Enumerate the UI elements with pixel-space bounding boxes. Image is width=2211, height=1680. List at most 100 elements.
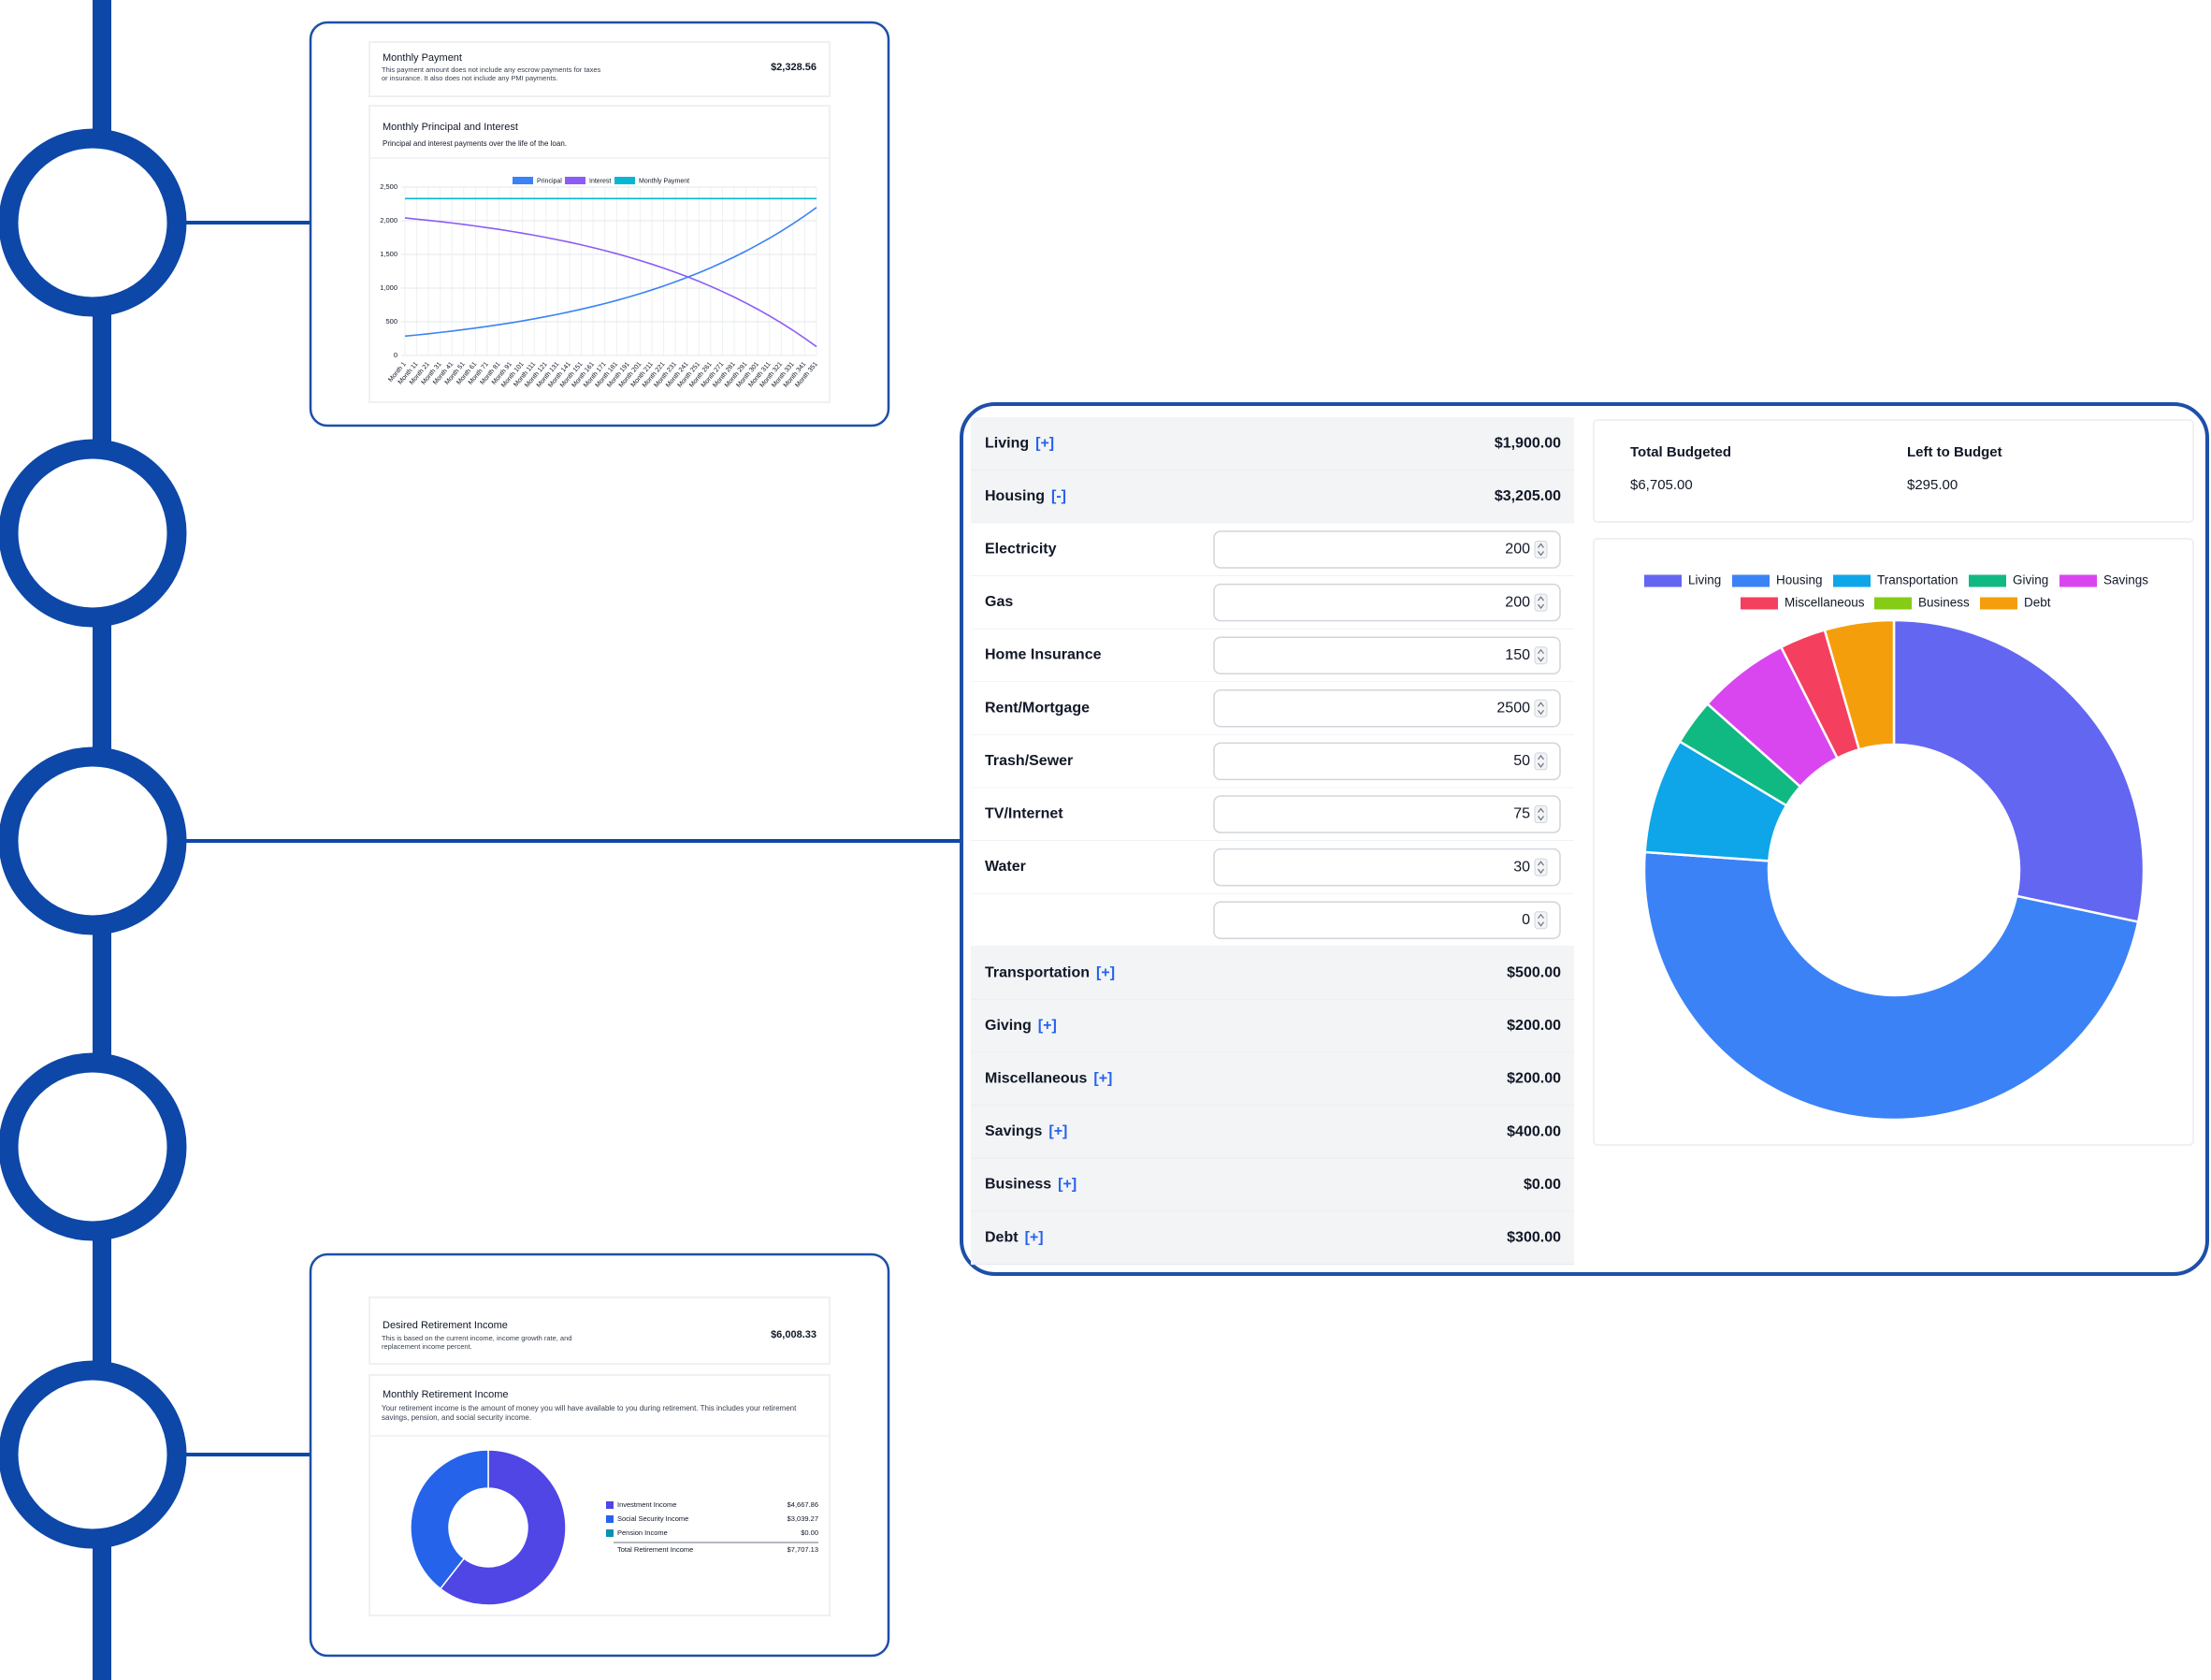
row-name: Debt <box>985 1230 1019 1246</box>
row-name: Giving <box>985 1018 1032 1034</box>
row-name: Water <box>985 859 1026 875</box>
legend-label: Monthly Payment <box>639 178 689 184</box>
row-toggle[interactable]: [+] <box>1093 1071 1112 1087</box>
spinner-arrows <box>1538 702 1544 716</box>
row-name: Housing <box>985 488 1045 504</box>
row-toggle[interactable]: [+] <box>1048 1123 1067 1139</box>
chart-subtitle-box: Your retirement income is the amount of … <box>382 1404 796 1422</box>
chart-subtitle: Principal and interest payments over the… <box>383 139 567 148</box>
legend-label: Pension Income <box>617 1528 668 1537</box>
legend-label: Transportation <box>1877 573 1958 587</box>
row-amount: $400.00 <box>1507 1123 1561 1139</box>
spinner <box>1534 699 1548 717</box>
row-label: Gas <box>985 594 1013 610</box>
row-name: Miscellaneous <box>985 1071 1087 1087</box>
row-name: Rent/Mortgage <box>985 701 1090 717</box>
input-value: 200 <box>1505 542 1530 558</box>
row-label: Giving [+] <box>985 1018 1057 1034</box>
legend-value: $3,039.27 <box>788 1514 818 1523</box>
number-input[interactable] <box>1213 689 1561 728</box>
row-label: Living [+] <box>985 436 1054 452</box>
legend-label: Miscellaneous <box>1785 596 1865 610</box>
total-label: Total Budgeted <box>1630 444 1731 460</box>
legend-label: Savings <box>2103 573 2148 587</box>
legend-swatch <box>1969 574 2006 587</box>
row-toggle[interactable]: [+] <box>1025 1230 1044 1246</box>
timeline-node <box>0 128 187 317</box>
legend-swatch <box>2059 574 2097 587</box>
spinner-arrows <box>1538 648 1544 662</box>
legend-swatch <box>606 1529 614 1537</box>
row-label: Housing [-] <box>985 488 1066 504</box>
row-amount: $200.00 <box>1507 1071 1561 1087</box>
legend-swatch <box>513 177 533 184</box>
input-value: 150 <box>1505 647 1530 663</box>
category-row <box>971 1105 1574 1159</box>
spinner-arrows <box>1538 913 1544 927</box>
input-value: 0 <box>1522 912 1530 928</box>
row-label: TV/Internet <box>985 806 1063 822</box>
y-tick-label: 1,500 <box>380 250 397 258</box>
number-input[interactable] <box>1213 636 1561 674</box>
spinner <box>1534 858 1548 876</box>
spinner <box>1534 752 1548 771</box>
number-input[interactable] <box>1213 742 1561 781</box>
category-row <box>971 470 1574 524</box>
category-row <box>971 417 1574 471</box>
row-toggle[interactable]: [+] <box>1096 965 1115 981</box>
row-amount: $500.00 <box>1507 965 1561 981</box>
row-label: Transportation [+] <box>985 965 1115 981</box>
total-value: $7,707.13 <box>788 1545 818 1554</box>
row-toggle[interactable]: [+] <box>1058 1177 1077 1193</box>
total-value: $6,705.00 <box>1630 477 1693 493</box>
donut-slice <box>410 1449 489 1590</box>
legend-label: Principal <box>537 178 562 184</box>
spinner-arrows <box>1538 754 1544 768</box>
card-description: This is based on the current income, inc… <box>382 1334 572 1352</box>
line-series <box>404 217 817 348</box>
number-input[interactable] <box>1213 530 1561 569</box>
row-label: Savings [+] <box>985 1123 1067 1139</box>
desired-card <box>368 1296 831 1365</box>
number-input[interactable] <box>1213 847 1561 887</box>
row-amount: $200.00 <box>1507 1018 1561 1034</box>
spinner <box>1534 911 1548 930</box>
timeline-node <box>0 1360 187 1549</box>
row-name: Electricity <box>985 542 1057 558</box>
row-name: Home Insurance <box>985 647 1102 663</box>
spinner-arrows <box>1538 861 1544 875</box>
legend-label: Business <box>1918 596 1970 610</box>
category-row <box>971 1052 1574 1106</box>
row-toggle[interactable]: [+] <box>1038 1018 1057 1034</box>
row-label: Miscellaneous [+] <box>985 1071 1112 1087</box>
donut-slice <box>439 1449 567 1606</box>
row-name: Gas <box>985 594 1013 610</box>
y-tick-label: 500 <box>385 317 397 326</box>
legend-label: Giving <box>2013 573 2048 587</box>
category-row <box>971 1158 1574 1211</box>
row-toggle[interactable]: [+] <box>1035 436 1054 452</box>
legend-value: $4,667.86 <box>788 1500 818 1509</box>
card-value: $6,008.33 <box>771 1329 816 1340</box>
row-toggle[interactable]: [-] <box>1051 488 1066 504</box>
input-value: 75 <box>1513 806 1530 822</box>
row-label: Trash/Sewer <box>985 753 1073 769</box>
chart-title: Monthly Principal and Interest <box>383 122 518 133</box>
totals-card <box>1593 419 2194 523</box>
number-input[interactable] <box>1213 795 1561 833</box>
number-input[interactable] <box>1213 583 1561 622</box>
legend-swatch <box>1741 597 1778 610</box>
number-input[interactable] <box>1213 901 1561 939</box>
row-name: TV/Internet <box>985 806 1063 822</box>
legend-value: $0.00 <box>801 1528 818 1537</box>
card-description-box: This payment amount does not include any… <box>382 65 600 82</box>
legend-swatch <box>565 177 585 184</box>
legend-swatch <box>606 1515 614 1523</box>
chart-title: Monthly Retirement Income <box>383 1389 509 1400</box>
donut-slice <box>1892 618 2146 924</box>
row-name: Transportation <box>985 965 1090 981</box>
y-tick-label: 0 <box>394 351 397 359</box>
legend-label: Investment Income <box>617 1500 676 1509</box>
row-label: Electricity <box>985 542 1057 558</box>
